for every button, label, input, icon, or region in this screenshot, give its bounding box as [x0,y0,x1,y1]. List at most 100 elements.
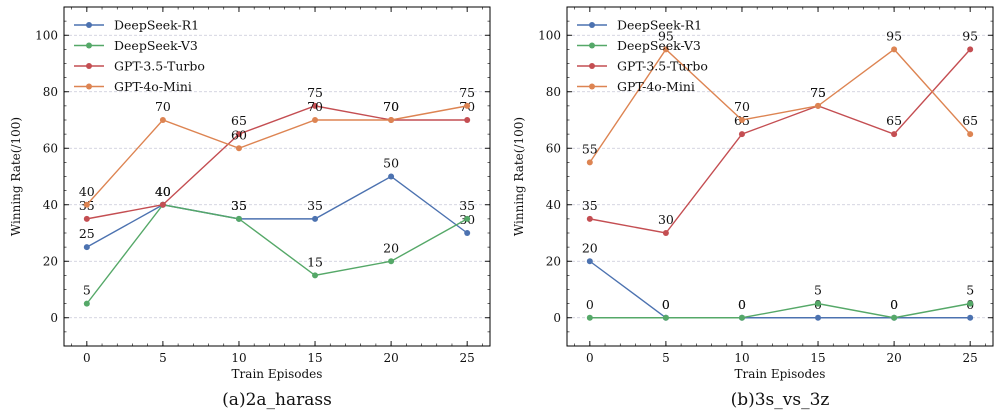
data-point-deepseek-r1 [388,173,395,180]
data-point-deepseek-r1 [967,314,974,321]
legend-label-deepseek-r1: DeepSeek-R1 [617,18,702,33]
data-point-gpt-4o-mini [312,117,319,123]
legend: DeepSeek-R1 DeepSeek-V3 GPT-3.5-Turbo GPT-4… [74,18,205,94]
data-label-deepseek-r1: 25 [79,226,95,241]
legend-marker-deepseek-v3 [589,42,595,49]
legend-label-gpt-4o-mini: GPT-4o-Mini [617,79,695,94]
data-point-gpt-3-5-turbo [586,215,593,222]
data-label-gpt-3-5-turbo: 65 [231,113,247,128]
data-label-deepseek-r1: 20 [582,240,598,255]
legend-marker-deepseek-r1 [589,22,595,28]
data-label-gpt-3-5-turbo: 75 [810,85,826,100]
series-deepseek-v3: 0 0 0 5 0 5 [586,283,974,321]
data-label-gpt-4o-mini: 95 [886,28,902,43]
chart-caption: (a)2a_harass [222,390,332,410]
data-label-deepseek-r1: 40 [155,184,171,199]
data-label-gpt-4o-mini: 75 [459,85,475,100]
y-tick-label: 60 [546,141,561,155]
data-point-gpt-3-5-turbo [312,102,319,109]
y-tick-label: 40 [546,198,561,212]
data-point-gpt-3-5-turbo [159,201,166,208]
data-point-gpt-3-5-turbo [891,131,898,138]
data-label-deepseek-v3: 0 [662,297,670,312]
data-point-gpt-3-5-turbo [464,117,471,123]
chart-caption: (b)3s_vs_3z [731,390,830,410]
legend-label-deepseek-v3: DeepSeek-V3 [617,38,701,53]
data-label-deepseek-v3: 20 [383,240,399,255]
data-label-gpt-3-5-turbo: 35 [582,198,598,213]
data-label-deepseek-v3: 5 [814,283,822,298]
chart-panel-3s-vs-3z: 0 5 10 15 20 25 0 20 40 60 80 100 Train Episodes Winn… [512,6,994,410]
data-point-deepseek-v3 [235,215,242,222]
legend-marker-deepseek-v3 [86,42,92,49]
data-label-deepseek-r1: 50 [383,156,399,171]
data-label-gpt-4o-mini: 70 [307,99,323,114]
data-label-gpt-4o-mini: 70 [734,99,750,114]
data-point-gpt-4o-mini [891,46,898,53]
series-deepseek-v3: 5 40 35 15 20 35 [83,184,475,307]
data-point-gpt-3-5-turbo [83,215,90,222]
series-line-deepseek-r1 [86,175,468,248]
data-point-gpt-4o-mini [235,145,242,152]
legend-label-gpt-3-5-turbo: GPT-3.5-Turbo [114,59,205,74]
data-point-gpt-4o-mini [815,102,822,109]
data-label-deepseek-v3: 5 [83,283,91,298]
data-point-gpt-4o-mini [586,159,593,166]
data-point-gpt-3-5-turbo [662,230,669,236]
y-tick-label: 80 [546,85,561,99]
x-tick-label: 25 [963,351,978,365]
data-label-deepseek-r1: 35 [231,198,247,213]
data-point-gpt-4o-mini [464,102,471,109]
data-point-deepseek-r1 [586,258,593,265]
data-label-gpt-3-5-turbo: 95 [962,28,978,43]
data-label-deepseek-v3: 0 [890,297,898,312]
data-point-gpt-4o-mini [83,201,90,208]
x-tick-label: 25 [460,351,475,365]
data-label-deepseek-v3: 0 [738,297,746,312]
legend-label-gpt-4o-mini: GPT-4o-Mini [114,79,192,94]
x-tick-label: 15 [307,351,322,365]
data-point-gpt-4o-mini [159,117,166,123]
data-point-gpt-4o-mini [662,46,669,53]
data-point-deepseek-v3 [388,258,395,265]
series-line-deepseek-v3 [86,203,468,305]
data-label-deepseek-r1: 0 [738,297,746,312]
data-label-gpt-3-5-turbo: 75 [307,85,323,100]
data-label-deepseek-v3: 35 [231,198,247,213]
data-point-deepseek-v3 [891,314,898,321]
data-point-deepseek-r1 [464,230,471,236]
y-axis-title: Winning Rate(/100) [512,117,526,236]
x-tick-label: 5 [159,351,167,365]
data-point-deepseek-v3 [967,300,974,307]
data-point-deepseek-v3 [312,272,319,279]
y-tick-label: 80 [43,85,58,99]
y-axis-title: Winning Rate(/100) [9,117,23,236]
data-point-gpt-3-5-turbo [235,131,242,138]
x-tick-label: 10 [734,351,749,365]
data-label-deepseek-r1: 0 [662,297,670,312]
data-label-deepseek-v3: 0 [586,297,594,312]
series-line-gpt-4o-mini [589,48,971,163]
data-point-deepseek-v3 [662,314,669,321]
data-label-gpt-4o-mini: 75 [810,85,826,100]
legend-label-deepseek-r1: DeepSeek-R1 [114,18,199,33]
data-point-deepseek-v3 [83,300,90,307]
data-label-deepseek-v3: 40 [155,184,171,199]
x-tick-label: 20 [886,351,901,365]
data-label-gpt-3-5-turbo: 40 [155,184,171,199]
x-axis-title: Train Episodes [735,367,826,381]
x-tick-label: 0 [83,351,91,365]
legend: DeepSeek-R1 DeepSeek-V3 GPT-3.5-Turbo GPT-4… [577,18,708,94]
data-point-gpt-4o-mini [388,117,395,123]
data-label-deepseek-r1: 35 [307,198,323,213]
data-label-gpt-4o-mini: 95 [658,28,674,43]
y-tick-label: 60 [43,141,58,155]
data-point-deepseek-v3 [464,215,471,222]
x-axis-title: Train Episodes [232,367,323,381]
series-line-gpt-3-5-turbo [589,48,971,234]
data-point-deepseek-v3 [586,314,593,321]
x-tick-label: 0 [586,351,594,365]
data-point-deepseek-r1 [815,314,822,321]
y-tick-label: 20 [546,254,561,268]
